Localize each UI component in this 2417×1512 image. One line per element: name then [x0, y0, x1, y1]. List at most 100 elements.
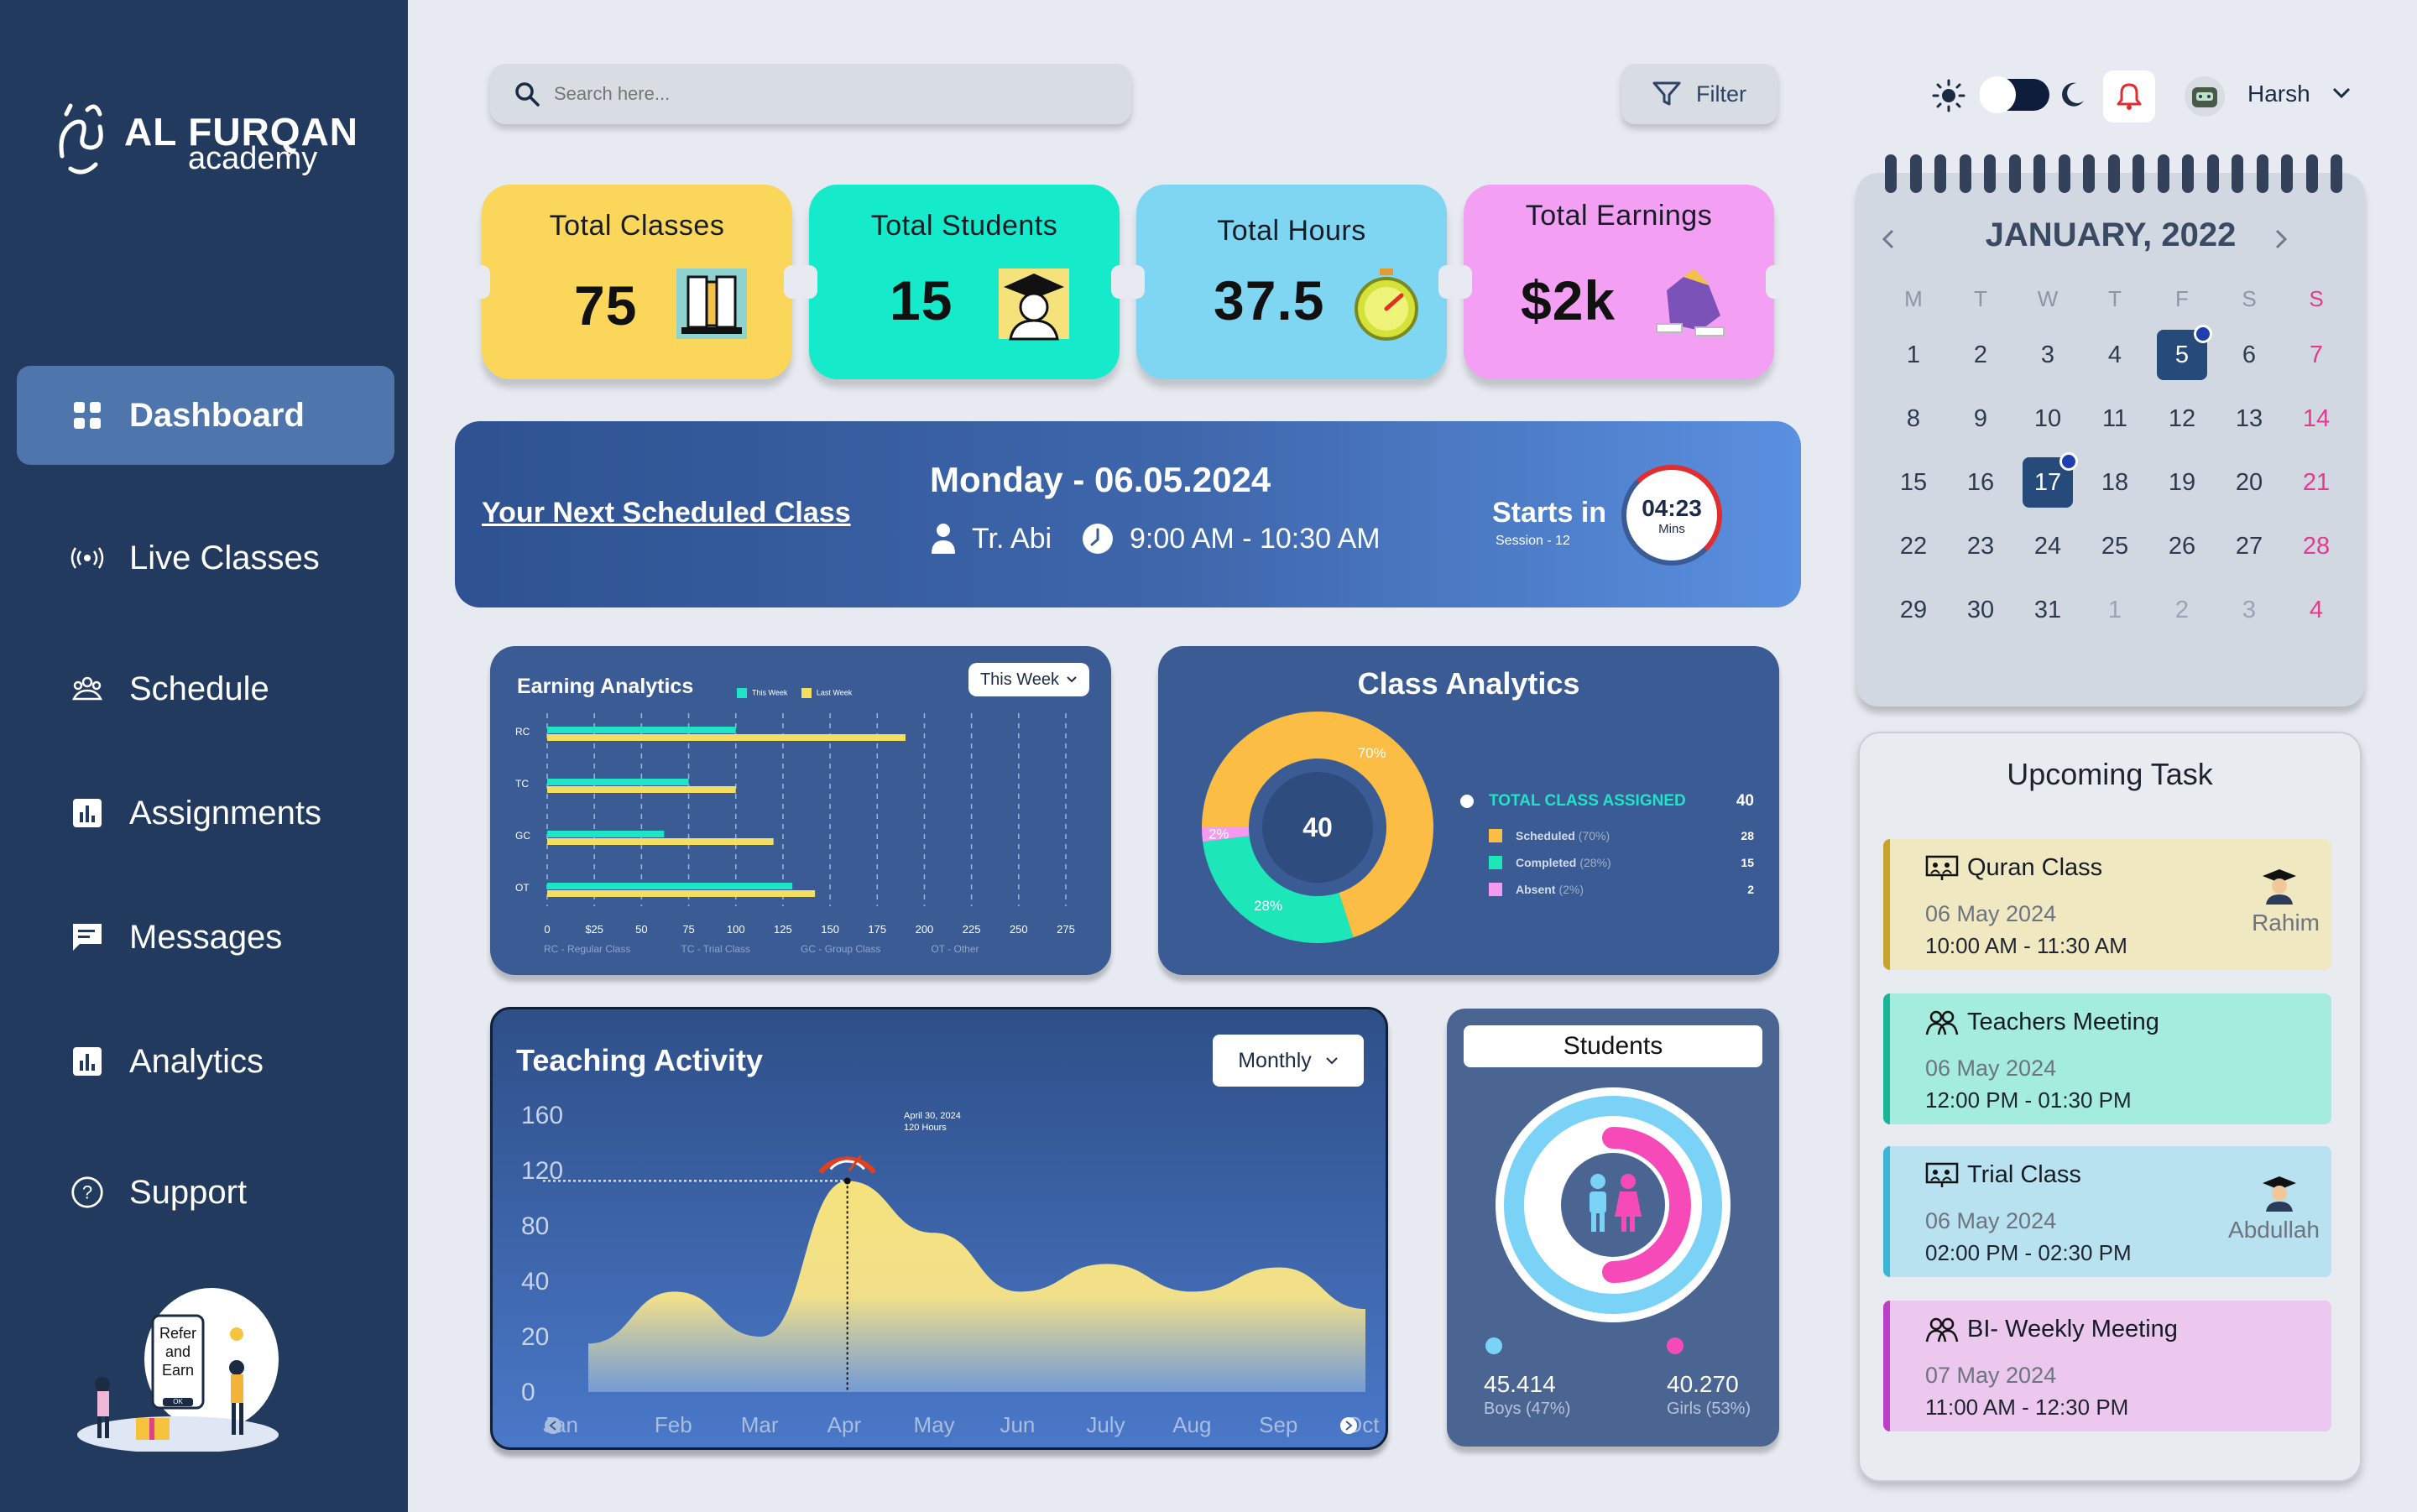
next-class-banner[interactable]: Your Next Scheduled Class Monday - 06.05…	[455, 421, 1801, 607]
calendar-day[interactable]: 3	[2040, 341, 2055, 368]
calendar-day[interactable]: 16	[1966, 468, 1995, 496]
calendar-day[interactable]: 14	[2302, 404, 2331, 432]
area-point-feb[interactable]	[672, 1289, 677, 1294]
calendar-day[interactable]: 31	[2033, 596, 2062, 623]
binder-ring	[2206, 154, 2219, 193]
bar-tc-this-week[interactable]	[547, 779, 689, 785]
bar-gc-last-week[interactable]	[547, 838, 774, 845]
notification-button[interactable]	[2103, 70, 2155, 123]
nav-analytics[interactable]: Analytics	[17, 1012, 394, 1111]
moon-icon[interactable]	[2058, 81, 2086, 109]
calendar-day[interactable]: 11	[2101, 404, 2128, 432]
calendar-day[interactable]: 12	[2168, 404, 2196, 432]
calendar-day[interactable]: 9	[1973, 404, 1988, 432]
calendar-day[interactable]: 28	[2302, 532, 2331, 560]
area-point-mar[interactable]	[759, 1334, 764, 1339]
chart-prev-icon[interactable]	[545, 1417, 561, 1434]
girls-ring[interactable]	[1602, 1127, 1691, 1283]
search-bar[interactable]	[490, 64, 1131, 124]
binder-ring	[2232, 154, 2243, 193]
calendar-day[interactable]: 30	[1966, 596, 1995, 623]
theme-toggle[interactable]	[1979, 76, 2049, 113]
calendar-day[interactable]: 23	[1966, 532, 1995, 560]
calendar-day[interactable]: 4	[2309, 596, 2324, 623]
calendar-day[interactable]: 24	[2033, 532, 2062, 560]
area-point-aug[interactable]	[1190, 1289, 1195, 1294]
brand-logo[interactable]: AL FURQAN academy	[54, 97, 373, 181]
calendar-day[interactable]: 25	[2101, 532, 2129, 560]
legend-row-scheduled: Scheduled (70%) 28	[1489, 822, 1754, 849]
calendar-day[interactable]: 27	[2235, 532, 2263, 560]
area-point-may[interactable]	[932, 1230, 937, 1235]
calendar-day[interactable]: 2	[2174, 596, 2190, 623]
stat-card-total-students[interactable]: Total Students 15	[801, 185, 1128, 379]
calendar-day-selected[interactable]: 5	[2148, 325, 2216, 381]
calendar-day[interactable]: 4	[2107, 341, 2122, 368]
area-point-jan[interactable]	[586, 1341, 591, 1346]
boys-ring[interactable]	[1504, 1096, 1722, 1314]
bar-gc-this-week[interactable]	[547, 831, 665, 837]
calendar-day[interactable]: 2	[1973, 341, 1988, 368]
refer-ok-button[interactable]: OK	[173, 1398, 183, 1405]
donut-slice-absent[interactable]	[1202, 827, 1250, 842]
donut-slice-completed[interactable]	[1203, 836, 1354, 943]
search-input[interactable]	[554, 83, 1057, 105]
area-point-oct[interactable]	[1363, 1306, 1368, 1311]
chevron-down-icon[interactable]	[2331, 86, 2352, 101]
task-card[interactable]: Quran Class 06 May 2024 10:00 AM - 11:30…	[1883, 839, 2331, 970]
calendar-day[interactable]: 3	[2242, 596, 2257, 623]
area-point-jun[interactable]	[1017, 1289, 1022, 1294]
chart-next-icon[interactable]	[1340, 1417, 1357, 1434]
area-series[interactable]	[588, 1181, 1365, 1392]
calendar-day[interactable]: 21	[2302, 468, 2331, 496]
area-point-july[interactable]	[1104, 1261, 1109, 1266]
chevron-right-icon[interactable]	[2273, 228, 2289, 250]
calendar-day[interactable]: 20	[2235, 468, 2263, 496]
nav-dashboard[interactable]: Dashboard	[17, 366, 394, 465]
task-card[interactable]: BI- Weekly Meeting 07 May 2024 11:00 AM …	[1883, 1301, 2331, 1431]
calendar-day[interactable]: 18	[2101, 468, 2129, 496]
nav-support[interactable]: ? Support	[17, 1143, 394, 1242]
sun-icon[interactable]	[1932, 79, 1965, 112]
binder-ring	[2256, 154, 2268, 193]
chevron-left-icon[interactable]	[1880, 228, 1897, 250]
stat-card-total-earnings[interactable]: Total Earnings $2k	[1455, 185, 1783, 379]
bar-rc-this-week[interactable]	[547, 727, 736, 733]
monthly-dropdown[interactable]: Monthly	[1213, 1035, 1364, 1087]
nav-assignments[interactable]: Assignments	[17, 764, 394, 863]
calendar-day-selected[interactable]: 17	[2014, 452, 2081, 508]
task-card[interactable]: Trial Class 06 May 2024 02:00 PM - 02:30…	[1883, 1146, 2331, 1277]
bar-ot-this-week[interactable]	[547, 883, 793, 889]
nav-live-classes[interactable]: Live Classes	[17, 508, 394, 607]
donut-slice-scheduled[interactable]	[1202, 712, 1433, 938]
calendar-day[interactable]: 15	[1899, 468, 1928, 496]
nav-schedule[interactable]: Schedule	[17, 639, 394, 738]
refer-and-earn-illustration[interactable]: Refer and Earn OK	[77, 1284, 295, 1453]
stat-label: Total Earnings	[1525, 200, 1713, 232]
grid-icon	[70, 399, 104, 432]
nav-messages[interactable]: Messages	[17, 888, 394, 987]
calendar-day[interactable]: 1	[1906, 341, 1921, 368]
filter-button[interactable]: Filter	[1621, 64, 1778, 124]
calendar-day[interactable]: 1	[2107, 596, 2122, 623]
calendar-day[interactable]: 10	[2033, 404, 2062, 432]
calendar-day[interactable]: 6	[2242, 341, 2257, 368]
calendar-day[interactable]: 22	[1899, 532, 1928, 560]
calendar-day[interactable]: 19	[2168, 468, 2196, 496]
user-name[interactable]: Harsh	[2247, 81, 2310, 107]
next-class-title[interactable]: Your Next Scheduled Class	[482, 497, 851, 529]
calendar-day[interactable]: 26	[2168, 532, 2196, 560]
calendar-day[interactable]: 13	[2235, 404, 2263, 432]
calendar-day[interactable]: 8	[1906, 404, 1921, 432]
period-dropdown[interactable]: This Week	[968, 663, 1089, 696]
calendar-day[interactable]: 29	[1899, 596, 1928, 623]
task-card[interactable]: Teachers Meeting 06 May 2024 12:00 PM - …	[1883, 993, 2331, 1124]
bar-rc-last-week[interactable]	[547, 734, 906, 741]
stat-card-total-classes[interactable]: Total Classes 75	[473, 185, 801, 379]
stat-card-total-hours[interactable]: Total Hours 37.5	[1128, 185, 1455, 379]
bar-tc-last-week[interactable]	[547, 786, 736, 793]
area-point-sep[interactable]	[1276, 1265, 1282, 1270]
user-avatar[interactable]	[2184, 76, 2226, 117]
calendar-day[interactable]: 7	[2309, 341, 2324, 368]
bar-ot-last-week[interactable]	[547, 890, 816, 897]
